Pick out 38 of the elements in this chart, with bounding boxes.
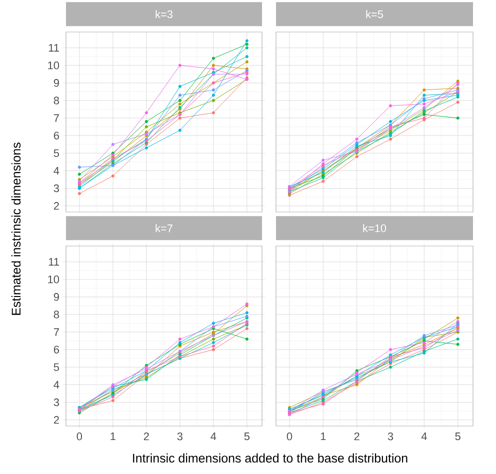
chart-title: k=5 <box>366 10 384 18</box>
y-tick-label: 7 <box>54 114 59 122</box>
y-tick-label: 3 <box>54 184 59 192</box>
x-tick-label: 4 <box>210 432 216 440</box>
x-tick-label: 3 <box>388 432 394 440</box>
x-tick-label: 1 <box>110 432 116 440</box>
x-tick-label: 2 <box>354 432 360 440</box>
y-tick-label: 9 <box>54 293 59 301</box>
y-tick-label: 8 <box>54 96 59 104</box>
chart-title: k=7 <box>156 224 172 232</box>
y-tick-label: 2 <box>54 202 59 210</box>
y-tick-label: 2 <box>54 416 59 424</box>
y-tick-label: 10 <box>48 275 60 284</box>
y-tick-label: 8 <box>54 310 59 318</box>
y-tick-label: 9 <box>54 79 59 87</box>
chart-title: k=3 <box>156 10 173 18</box>
y-tick-label: 11 <box>48 44 59 52</box>
y-tick-label: 7 <box>54 328 59 336</box>
x-tick-label: 3 <box>177 432 182 440</box>
y-tick-label: 3 <box>54 398 59 406</box>
x-tick-label: 5 <box>455 432 460 440</box>
x-tick-label: 0 <box>76 432 82 440</box>
y-tick-label: 6 <box>54 132 59 140</box>
x-axis-title: Intrinsic dimensions added to the base distribution <box>133 453 408 463</box>
chart-title: k=10 <box>363 224 386 232</box>
y-tick-label: 11 <box>48 258 59 266</box>
y-tick-label: 6 <box>54 346 59 354</box>
x-tick-label: 4 <box>421 432 427 440</box>
y-tick-label: 4 <box>54 166 60 174</box>
y-tick-label: 4 <box>54 380 60 388</box>
y-tick-label: 10 <box>48 61 60 70</box>
y-tick-label: 5 <box>54 363 60 371</box>
x-tick-label: 2 <box>144 432 149 440</box>
x-tick-label: 5 <box>244 432 250 440</box>
y-axis-title: Estimated instrinsic dimensions <box>11 142 21 315</box>
x-tick-label: 0 <box>286 432 292 440</box>
y-tick-label: 5 <box>54 149 60 157</box>
x-tick-label: 1 <box>320 432 326 440</box>
